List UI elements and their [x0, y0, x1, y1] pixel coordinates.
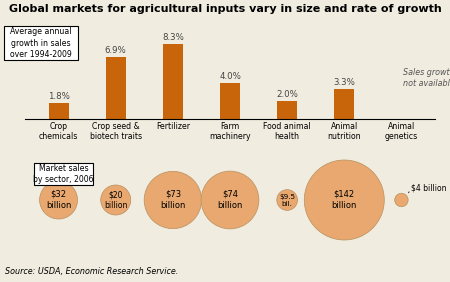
Text: $73
billion: $73 billion — [160, 190, 185, 210]
Circle shape — [395, 193, 408, 207]
Circle shape — [201, 171, 259, 229]
Text: Source: USDA, Economic Research Service.: Source: USDA, Economic Research Service. — [5, 267, 178, 276]
Bar — [49, 103, 68, 119]
Circle shape — [40, 181, 77, 219]
Text: $74
billion: $74 billion — [217, 190, 243, 210]
Text: 1.8%: 1.8% — [48, 92, 69, 101]
Text: $9.5
bil.: $9.5 bil. — [279, 193, 295, 206]
Bar — [334, 89, 354, 119]
Text: Sales growth
not available: Sales growth not available — [404, 68, 450, 88]
Text: 4.0%: 4.0% — [219, 72, 241, 81]
Bar — [106, 57, 126, 119]
Bar — [277, 101, 297, 119]
Text: 8.3%: 8.3% — [162, 33, 184, 42]
Text: Market sales
by sector, 2006: Market sales by sector, 2006 — [33, 164, 94, 184]
Circle shape — [304, 160, 384, 240]
Text: $142
billion: $142 billion — [332, 190, 357, 210]
Text: $4 billion: $4 billion — [411, 184, 447, 193]
Text: Food animal
health: Food animal health — [263, 122, 311, 141]
Text: Animal
genetics: Animal genetics — [385, 122, 418, 141]
Text: Crop
chemicals: Crop chemicals — [39, 122, 78, 141]
Circle shape — [277, 190, 297, 210]
Text: 6.9%: 6.9% — [105, 46, 126, 55]
FancyBboxPatch shape — [4, 26, 78, 60]
Bar — [163, 44, 183, 119]
Text: 2.0%: 2.0% — [276, 90, 298, 99]
Text: Fertilizer: Fertilizer — [156, 122, 190, 131]
Text: 3.3%: 3.3% — [333, 78, 355, 87]
Bar — [220, 83, 240, 119]
Text: $20
billion: $20 billion — [104, 190, 127, 210]
Circle shape — [144, 171, 202, 229]
Text: Average annual
growth in sales
over 1994-2009: Average annual growth in sales over 1994… — [10, 27, 72, 59]
Text: Crop seed &
biotech traits: Crop seed & biotech traits — [90, 122, 142, 141]
Text: Global markets for agricultural inputs vary in size and rate of growth: Global markets for agricultural inputs v… — [9, 4, 441, 14]
Circle shape — [101, 185, 131, 215]
Text: Farm
machinery: Farm machinery — [209, 122, 251, 141]
Text: $32
billion: $32 billion — [46, 190, 71, 210]
FancyBboxPatch shape — [34, 163, 93, 185]
Text: Animal
nutrition: Animal nutrition — [328, 122, 361, 141]
